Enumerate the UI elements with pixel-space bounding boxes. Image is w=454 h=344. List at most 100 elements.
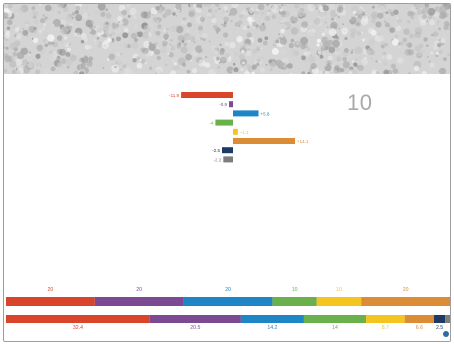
- texture-speck: [237, 20, 243, 25]
- stacked-bar-label: 8.7: [382, 325, 389, 331]
- texture-speck: [256, 62, 260, 67]
- texture-speck: [30, 28, 33, 31]
- texture-speck: [355, 58, 358, 61]
- texture-speck: [330, 17, 334, 21]
- texture-speck: [339, 9, 342, 12]
- texture-speck: [327, 55, 333, 61]
- texture-speck: [160, 56, 163, 59]
- texture-speck: [195, 48, 198, 51]
- texture-speck: [219, 43, 222, 47]
- texture-speck: [96, 41, 103, 48]
- texture-speck: [433, 44, 439, 50]
- texture-speck: [264, 15, 271, 22]
- texture-speck: [127, 15, 131, 18]
- texture-speck: [223, 21, 227, 25]
- texture-speck: [166, 27, 170, 31]
- texture-speck: [28, 25, 36, 33]
- texture-speck: [421, 50, 425, 54]
- texture-speck: [207, 8, 213, 13]
- texture-speck: [310, 62, 317, 70]
- texture-speck: [218, 61, 221, 64]
- texture-speck: [102, 23, 110, 31]
- texture-speck: [394, 34, 399, 39]
- texture-speck: [168, 36, 170, 39]
- texture-speck: [416, 9, 423, 15]
- texture-speck: [428, 60, 431, 63]
- texture-speck: [80, 53, 85, 58]
- texture-speck: [81, 13, 84, 15]
- texture-speck: [31, 28, 38, 34]
- texture-speck: [16, 51, 25, 60]
- texture-speck: [111, 64, 119, 73]
- texture-speck: [85, 6, 88, 10]
- texture-speck: [283, 4, 287, 7]
- texture-speck: [32, 15, 37, 19]
- texture-speck: [240, 68, 244, 72]
- texture-speck: [410, 6, 418, 14]
- texture-speck: [324, 21, 327, 24]
- texture-speck: [74, 10, 79, 15]
- texture-speck: [83, 37, 88, 43]
- texture-speck: [71, 12, 76, 16]
- texture-speck: [100, 12, 106, 18]
- texture-speck: [407, 10, 414, 17]
- texture-speck: [202, 12, 205, 16]
- texture-speck: [283, 22, 290, 29]
- texture-speck: [215, 4, 220, 7]
- texture-speck: [193, 41, 196, 44]
- texture-speck: [426, 55, 429, 59]
- texture-speck: [141, 58, 146, 64]
- texture-speck: [342, 61, 350, 69]
- texture-speck: [140, 11, 148, 19]
- texture-speck: [117, 34, 121, 38]
- texture-speck: [316, 38, 321, 44]
- texture-speck: [163, 36, 168, 41]
- diverging-bar-label: -11.8: [169, 93, 179, 98]
- texture-speck: [296, 41, 300, 45]
- texture-speck: [37, 65, 41, 69]
- texture-speck: [386, 54, 393, 60]
- texture-speck: [224, 14, 229, 19]
- texture-speck: [15, 11, 20, 16]
- texture-speck: [261, 56, 264, 59]
- texture-speck: [195, 45, 203, 54]
- texture-speck: [87, 13, 89, 16]
- texture-speck: [287, 63, 293, 69]
- texture-speck: [233, 51, 239, 57]
- texture-speck: [136, 62, 143, 69]
- texture-speck: [14, 27, 20, 32]
- texture-speck: [56, 48, 63, 55]
- texture-speck: [326, 26, 329, 29]
- texture-speck: [216, 32, 218, 34]
- texture-speck: [122, 64, 127, 69]
- texture-speck: [248, 7, 255, 14]
- texture-speck: [75, 14, 83, 22]
- texture-speck: [34, 4, 40, 7]
- texture-speck: [308, 31, 315, 38]
- texture-speck: [366, 47, 374, 56]
- texture-speck: [335, 36, 340, 41]
- stacked-bar-segment: [445, 315, 450, 323]
- texture-speck: [186, 22, 192, 28]
- texture-speck: [96, 61, 101, 66]
- texture-speck: [176, 44, 182, 49]
- texture-speck: [43, 23, 47, 27]
- texture-speck: [424, 4, 429, 8]
- texture-speck: [27, 61, 34, 69]
- texture-speck: [296, 28, 300, 32]
- texture-speck: [387, 4, 395, 10]
- texture-speck: [252, 17, 254, 19]
- texture-speck: [396, 71, 400, 74]
- texture-speck: [411, 11, 416, 16]
- texture-speck: [68, 30, 71, 32]
- texture-speck: [414, 45, 421, 52]
- texture-speck: [185, 53, 192, 61]
- texture-speck: [438, 27, 441, 31]
- texture-speck: [370, 30, 377, 36]
- texture-speck: [242, 9, 249, 16]
- texture-speck: [438, 11, 447, 19]
- texture-speck: [42, 27, 46, 30]
- texture-speck: [117, 16, 123, 22]
- texture-speck: [290, 38, 295, 43]
- texture-speck: [189, 36, 196, 42]
